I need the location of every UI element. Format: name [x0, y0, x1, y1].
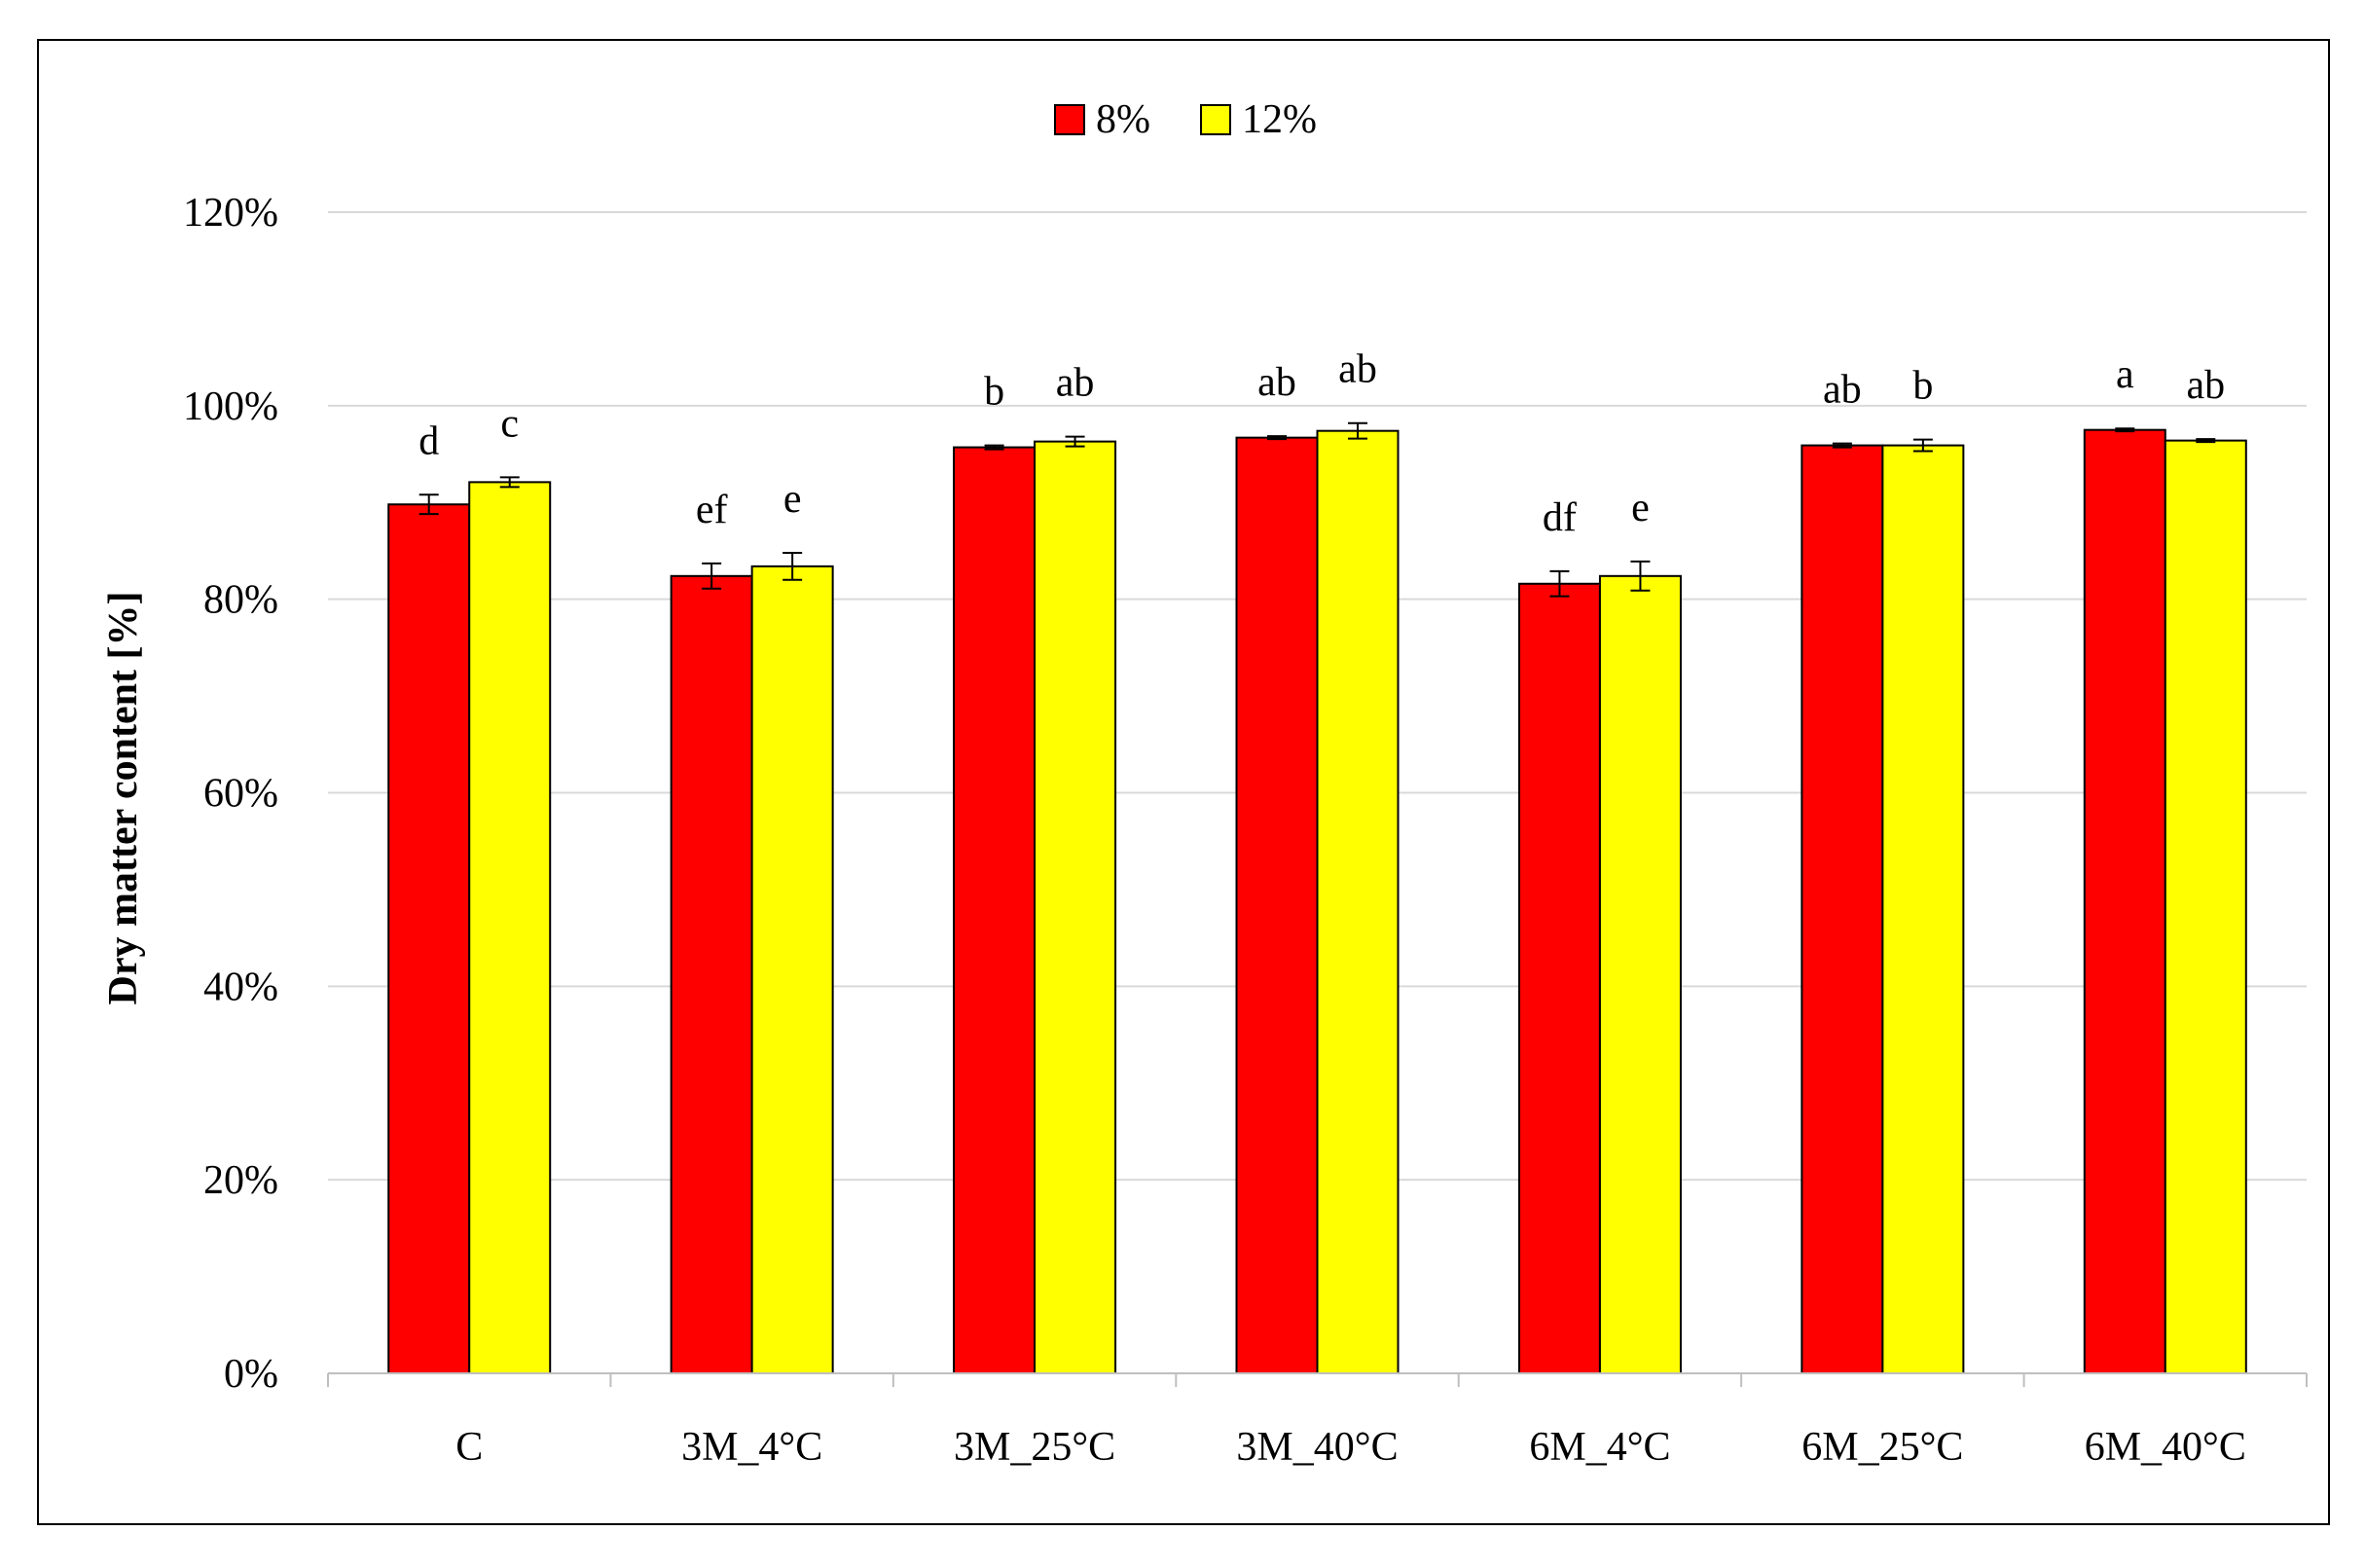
bar-12pct [1881, 444, 1965, 1374]
significance-label: c [500, 401, 519, 446]
x-axis [327, 1372, 2308, 1387]
significance-label: ab [1257, 360, 1296, 405]
bars [387, 421, 2247, 1375]
significance-label: b [1912, 364, 1933, 409]
bar-12pct [750, 565, 834, 1374]
significance-label: e [1631, 486, 1650, 530]
y-tick-label: 100% [183, 384, 278, 429]
legend-swatch-12 [1200, 104, 1231, 135]
significance-label: e [783, 477, 802, 522]
legend-label-8: 8% [1096, 97, 1150, 142]
bar-8pct [2083, 428, 2166, 1374]
legend: 8% 12% [1054, 97, 1317, 142]
significance-label: d [418, 419, 439, 463]
bar-8pct [387, 503, 471, 1374]
bar-12pct [468, 481, 552, 1374]
bar-8pct [670, 574, 753, 1374]
legend-label-12: 12% [1242, 97, 1317, 142]
significance-label: ab [1823, 368, 1862, 413]
y-tick-label: 20% [203, 1158, 278, 1203]
category-label: 3M_25°C [954, 1425, 1115, 1470]
y-tick-label: 120% [183, 191, 278, 236]
significance-label: ef [696, 488, 728, 532]
bar-8pct [1801, 444, 1884, 1374]
category-labels: C 3M_4°C 3M_25°C 3M_40°C 6M_4°C 6M_25°C 6M_40°… [455, 1425, 2246, 1470]
y-tick-labels: 0% 20% 40% 60% 80% 100% 120% [183, 191, 278, 1397]
bar-12pct [2164, 439, 2247, 1374]
category-label: 6M_4°C [1529, 1425, 1670, 1470]
significance-label: a [2116, 352, 2134, 397]
category-label: 6M_40°C [2085, 1425, 2246, 1470]
category-label: 6M_25°C [1801, 1425, 1963, 1470]
category-label: 3M_4°C [681, 1425, 822, 1470]
significance-label: df [1543, 495, 1577, 540]
bar-8pct [1235, 436, 1319, 1375]
significance-label: ab [1338, 347, 1377, 392]
bar-8pct [953, 446, 1037, 1374]
significance-label: ab [2186, 363, 2225, 408]
bar-12pct [1034, 440, 1117, 1374]
category-label: 3M_40°C [1236, 1425, 1398, 1470]
significance-label: ab [1056, 361, 1095, 406]
gridlines [328, 211, 2307, 1182]
y-tick-label: 40% [203, 965, 278, 1009]
legend-swatch-8 [1054, 104, 1085, 135]
bar-12pct [1598, 574, 1682, 1374]
bar-12pct [1316, 429, 1400, 1375]
bar-8pct [1517, 582, 1601, 1374]
y-tick-label: 0% [224, 1352, 278, 1397]
significance-label: b [984, 370, 1004, 415]
category-label: C [455, 1425, 483, 1470]
y-tick-label: 80% [203, 578, 278, 623]
y-axis-title: Dry matter content [%] [101, 592, 146, 1005]
y-tick-label: 60% [203, 772, 278, 817]
